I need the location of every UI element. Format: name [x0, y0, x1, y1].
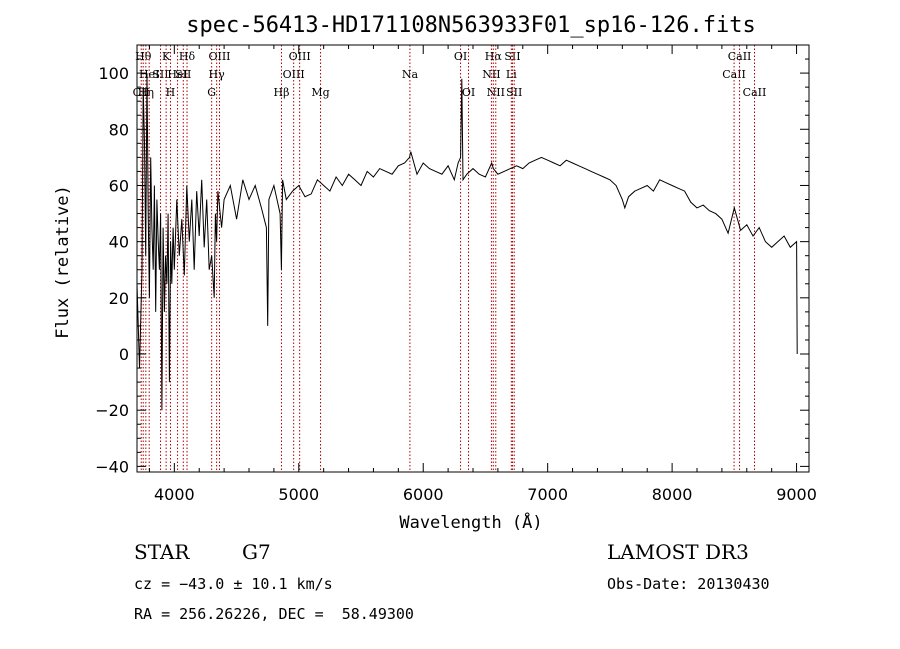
line-label-22: NII: [487, 86, 505, 99]
line-label-21: Hα: [485, 50, 503, 63]
line-label-17: Na: [402, 68, 419, 81]
line-label-7: HeI: [167, 68, 187, 81]
line-label-10: G: [207, 86, 216, 99]
line-label-4: SII: [152, 68, 168, 81]
y-tick-label--20: −20: [95, 401, 129, 420]
y-axis-label: Flux (relative): [53, 185, 73, 339]
line-label-23: Li: [506, 68, 517, 81]
line-label-26: CaII: [722, 68, 746, 81]
y-tick-label-60: 60: [109, 176, 129, 195]
x-tick-label-5000: 5000: [278, 485, 319, 504]
flux-series-line: [136, 73, 798, 411]
line-label-28: CaII: [743, 86, 767, 99]
object-class: STAR: [134, 540, 190, 564]
line-label-8: SII: [175, 68, 191, 81]
line-label-27: CaII: [728, 50, 752, 63]
coordinates: RA = 256.26226, DEC = 58.49300: [134, 605, 414, 623]
chart-title: spec-56413-HD171108N563933F01_sp16-126.f…: [186, 13, 756, 38]
line-label-12: OIII: [208, 50, 230, 63]
redshift-text: cz = −43.0 ± 10.1 km/s: [134, 575, 333, 593]
obs-date: Obs-Date: 20130430: [607, 575, 770, 593]
line-label-16: Mg: [311, 86, 329, 99]
line-label-19: OI: [462, 86, 475, 99]
y-tick-label--40: −40: [95, 457, 129, 476]
line-label-5: K: [162, 50, 171, 63]
line-label-11: Hγ: [209, 68, 226, 81]
x-axis-label: Wavelength (Å): [399, 511, 542, 533]
line-label-20: NII: [482, 68, 500, 81]
y-tick-label-0: 0: [119, 345, 129, 364]
spectral-line-markers: CIIHθHηHeISIIKHHeISIIHδGHγOIIIHβOIIIOIII…: [133, 45, 767, 472]
plot-frame: [136, 44, 810, 473]
line-label-25: SII: [506, 86, 522, 99]
line-label-14: OIII: [283, 68, 305, 81]
axis-ticks: 4000 5000 6000 7000 8000 9000 −40 −20 0 20 40 60 80 1…: [95, 45, 817, 504]
x-tick-label-8000: 8000: [652, 485, 693, 504]
y-tick-label-100: 100: [98, 64, 129, 83]
line-label-1: Hθ: [135, 50, 152, 63]
x-tick-label-7000: 7000: [527, 485, 568, 504]
x-tick-label-6000: 6000: [403, 485, 444, 504]
line-label-3: HeI: [139, 68, 159, 81]
line-label-18: OI: [454, 50, 467, 63]
line-label-13: Hβ: [274, 86, 290, 99]
x-tick-label-4000: 4000: [154, 485, 195, 504]
line-label-15: OIII: [289, 50, 311, 63]
survey-name: LAMOST DR3: [607, 540, 749, 564]
y-tick-label-40: 40: [109, 233, 129, 252]
line-label-9: Hδ: [179, 50, 196, 63]
y-tick-label-20: 20: [109, 289, 129, 308]
line-label-2: Hη: [138, 86, 154, 99]
x-tick-label-9000: 9000: [776, 485, 817, 504]
subclass: G7: [242, 540, 271, 564]
line-label-6: H: [166, 86, 176, 99]
line-label-24: SII: [504, 50, 520, 63]
y-tick-label-80: 80: [109, 120, 129, 139]
